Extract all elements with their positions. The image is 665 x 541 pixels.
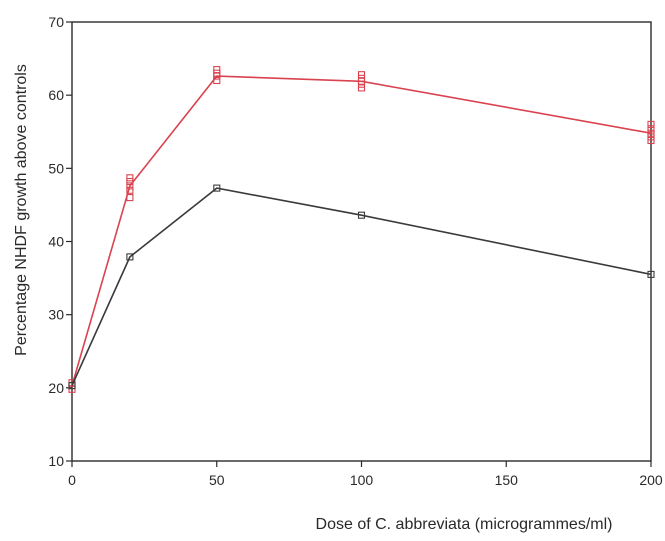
series-1-point xyxy=(213,76,221,85)
series-1 xyxy=(68,66,655,393)
series-1-point xyxy=(126,174,134,182)
series-1-line xyxy=(71,75,652,386)
series-2-point xyxy=(213,184,221,192)
series-2 xyxy=(68,184,655,390)
y-tick-label: 50 xyxy=(48,160,64,176)
series-1-point xyxy=(126,182,134,190)
series-1-point xyxy=(647,136,655,145)
series-1-point xyxy=(647,120,655,128)
x-tick-label: 100 xyxy=(350,472,374,488)
series-2-point xyxy=(68,382,76,390)
series-1-point xyxy=(126,177,134,186)
x-axis-title: Dose of C. abbreviata (microgrammes/ml) xyxy=(316,516,613,533)
y-axis-title: Percentage NHDF growth above controls xyxy=(13,64,30,356)
x-tick-label: 150 xyxy=(495,472,519,488)
series-1-point xyxy=(647,133,655,141)
y-tick-label: 30 xyxy=(48,307,64,323)
series-2-point xyxy=(126,253,134,261)
series-2-point xyxy=(647,270,655,278)
plot-border xyxy=(71,21,652,462)
series-1-point xyxy=(213,69,221,77)
series-1-point xyxy=(126,194,134,202)
series-1-point xyxy=(357,84,366,92)
plot-frame xyxy=(71,21,652,462)
x-tick-label: 50 xyxy=(209,472,225,488)
y-tick-label: 40 xyxy=(48,234,64,250)
x-tick-label: 200 xyxy=(639,472,663,488)
y-tick-label: 70 xyxy=(48,14,64,30)
axis-ticks: 0 50 100 150 200 10 20 30 40 50 60 70 xyxy=(48,14,662,488)
series-2-point xyxy=(357,211,366,219)
series-1-point xyxy=(126,186,134,194)
series-1-point xyxy=(647,125,655,133)
series-group xyxy=(68,66,655,393)
y-tick-label: 10 xyxy=(48,453,64,469)
series-2-line xyxy=(71,187,652,386)
series-1-point xyxy=(68,385,76,393)
series-1-point xyxy=(647,129,655,137)
y-tick-label: 20 xyxy=(48,380,64,396)
y-tick-label: 60 xyxy=(48,87,64,103)
series-1-point xyxy=(213,66,221,74)
series-1-point xyxy=(357,74,366,82)
series-1-point xyxy=(357,71,366,79)
x-tick-label: 0 xyxy=(68,472,76,488)
